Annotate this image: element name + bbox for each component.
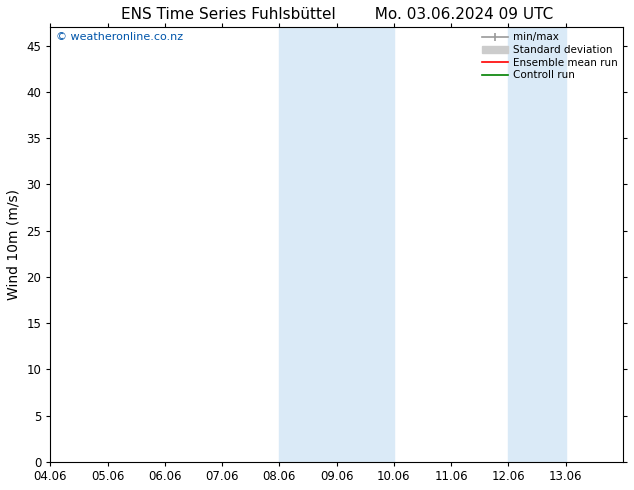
Text: © weatheronline.co.nz: © weatheronline.co.nz bbox=[56, 32, 183, 42]
Bar bbox=[280, 27, 337, 462]
Bar bbox=[337, 27, 394, 462]
Title: ENS Time Series Fuhlsbüttel        Mo. 03.06.2024 09 UTC: ENS Time Series Fuhlsbüttel Mo. 03.06.20… bbox=[120, 7, 553, 22]
Y-axis label: Wind 10m (m/s): Wind 10m (m/s) bbox=[7, 189, 21, 300]
Legend: min/max, Standard deviation, Ensemble mean run, Controll run: min/max, Standard deviation, Ensemble me… bbox=[479, 30, 620, 82]
Bar bbox=[508, 27, 566, 462]
